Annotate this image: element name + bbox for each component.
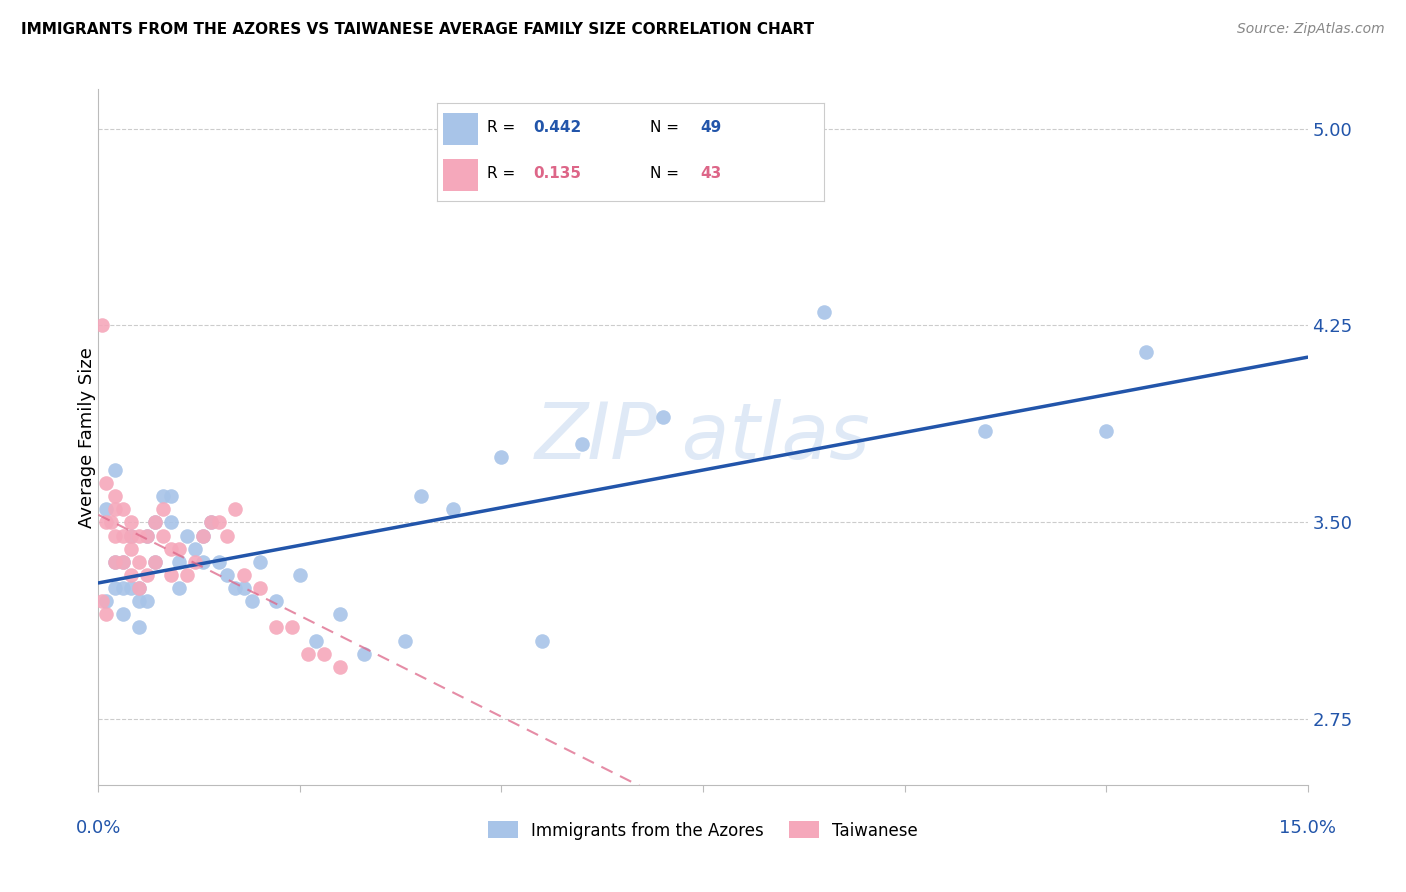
Point xyxy=(305,633,328,648)
Point xyxy=(152,489,174,503)
Point xyxy=(651,410,673,425)
Point xyxy=(176,528,198,542)
Point xyxy=(120,516,142,530)
Point xyxy=(208,516,231,530)
Point xyxy=(96,502,118,516)
Point xyxy=(167,541,190,556)
Point xyxy=(103,463,125,477)
Point xyxy=(1135,344,1157,359)
Point xyxy=(143,516,166,530)
Point xyxy=(232,568,254,582)
Point xyxy=(200,516,222,530)
Point xyxy=(441,502,464,516)
Point xyxy=(160,541,183,556)
Point xyxy=(974,424,997,438)
Point xyxy=(184,541,207,556)
Point xyxy=(103,555,125,569)
Point xyxy=(96,476,118,491)
Point xyxy=(128,620,150,634)
Point xyxy=(491,450,513,464)
Point xyxy=(232,581,254,595)
Point xyxy=(240,594,263,608)
Point xyxy=(120,581,142,595)
Point xyxy=(217,568,239,582)
Point xyxy=(184,555,207,569)
Point xyxy=(143,555,166,569)
Text: Source: ZipAtlas.com: Source: ZipAtlas.com xyxy=(1237,22,1385,37)
Point xyxy=(91,318,114,333)
Point xyxy=(111,607,134,622)
Point xyxy=(103,489,125,503)
Text: ZIP atlas: ZIP atlas xyxy=(536,399,870,475)
Point xyxy=(96,607,118,622)
Point xyxy=(128,594,150,608)
Point xyxy=(314,647,336,661)
Point xyxy=(193,555,215,569)
Point xyxy=(394,633,416,648)
Legend: Immigrants from the Azores, Taiwanese: Immigrants from the Azores, Taiwanese xyxy=(481,814,925,847)
Point xyxy=(128,581,150,595)
Point xyxy=(281,620,304,634)
Point xyxy=(91,594,114,608)
Point xyxy=(264,594,287,608)
Point xyxy=(200,516,222,530)
Point xyxy=(530,633,553,648)
Point xyxy=(264,620,287,634)
Point xyxy=(143,516,166,530)
Point xyxy=(224,581,246,595)
Point xyxy=(103,528,125,542)
Text: 0.0%: 0.0% xyxy=(76,819,121,837)
Point xyxy=(152,502,174,516)
Point xyxy=(143,555,166,569)
Point xyxy=(813,305,835,319)
Point xyxy=(329,660,352,674)
Text: 15.0%: 15.0% xyxy=(1279,819,1336,837)
Point xyxy=(193,528,215,542)
Point xyxy=(167,581,190,595)
Point xyxy=(249,581,271,595)
Point xyxy=(329,607,352,622)
Point xyxy=(111,502,134,516)
Point xyxy=(103,555,125,569)
Point xyxy=(249,555,271,569)
Point xyxy=(208,555,231,569)
Point xyxy=(120,528,142,542)
Point xyxy=(160,489,183,503)
Point xyxy=(120,528,142,542)
Point xyxy=(111,555,134,569)
Point xyxy=(167,555,190,569)
Point xyxy=(128,581,150,595)
Point xyxy=(288,568,311,582)
Point xyxy=(128,555,150,569)
Point xyxy=(176,568,198,582)
Point xyxy=(571,436,593,450)
Point xyxy=(120,568,142,582)
Point xyxy=(297,647,319,661)
Point xyxy=(135,594,157,608)
Point xyxy=(409,489,432,503)
Point xyxy=(120,541,142,556)
Point xyxy=(160,516,183,530)
Point xyxy=(193,528,215,542)
Point xyxy=(96,594,118,608)
Point xyxy=(135,568,157,582)
Point xyxy=(111,555,134,569)
Y-axis label: Average Family Size: Average Family Size xyxy=(79,347,96,527)
Point xyxy=(100,516,122,530)
Point xyxy=(217,528,239,542)
Point xyxy=(1095,424,1118,438)
Point xyxy=(353,647,375,661)
Point xyxy=(160,568,183,582)
Point xyxy=(152,528,174,542)
Point xyxy=(224,502,246,516)
Point xyxy=(111,581,134,595)
Point xyxy=(96,516,118,530)
Text: IMMIGRANTS FROM THE AZORES VS TAIWANESE AVERAGE FAMILY SIZE CORRELATION CHART: IMMIGRANTS FROM THE AZORES VS TAIWANESE … xyxy=(21,22,814,37)
Point xyxy=(111,528,134,542)
Point xyxy=(135,528,157,542)
Point xyxy=(103,581,125,595)
Point xyxy=(128,528,150,542)
Point xyxy=(103,502,125,516)
Point xyxy=(135,528,157,542)
